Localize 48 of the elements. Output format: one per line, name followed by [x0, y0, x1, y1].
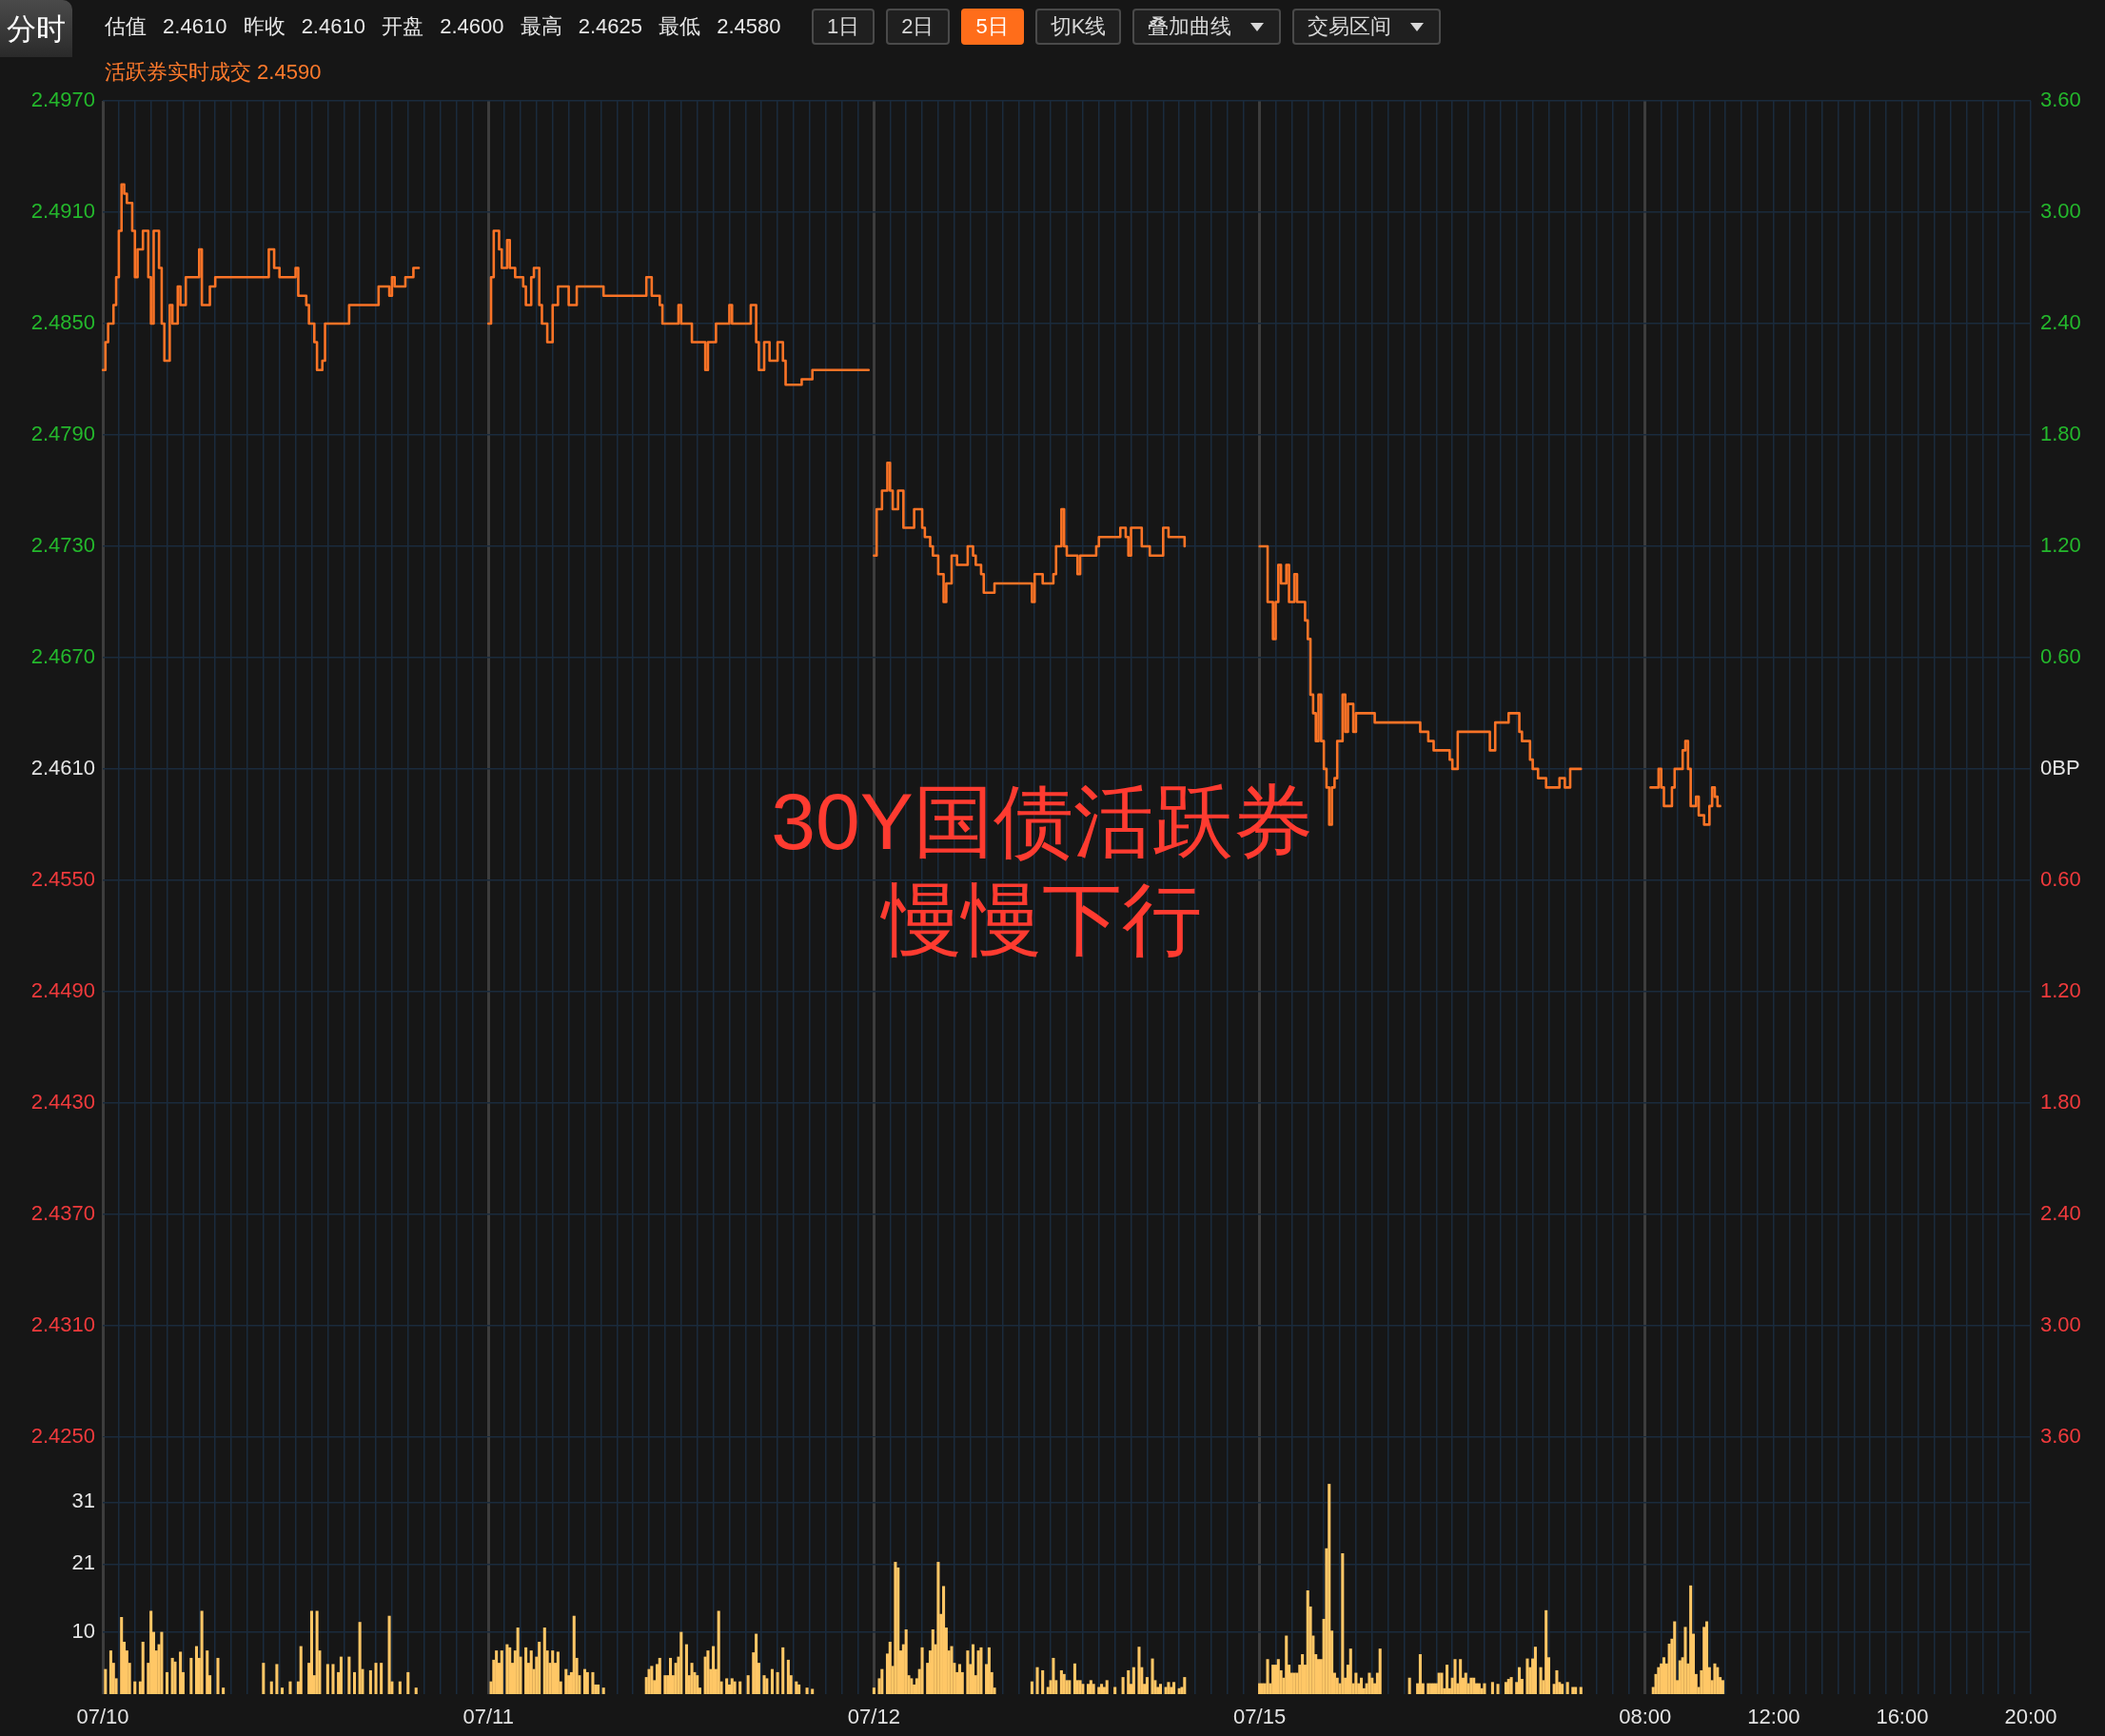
annotation: 30Y国债活跃券慢慢下行: [770, 776, 1314, 966]
x-tick-label: 20:00: [2004, 1705, 2057, 1729]
button: 切K线: [1034, 9, 1122, 45]
x-tick-label: 07/11: [462, 1705, 514, 1729]
y-tick-label: 2.4850: [30, 310, 95, 335]
y-tick-label: 2.4790: [30, 422, 95, 446]
x-tick-label: 16:00: [1876, 1705, 1929, 1729]
x-tick-label: 12:00: [1747, 1705, 1800, 1729]
y-tick-label: 2.4430: [30, 1089, 95, 1114]
y-tick-label: 31: [71, 1489, 95, 1513]
text: 活跃券实时成交 2.4590: [105, 60, 322, 85]
x-tick-label: 08:00: [1619, 1705, 1672, 1729]
y2-tick-label: 3.60: [2040, 1423, 2081, 1448]
y2-tick-label: 0BP: [2040, 755, 2080, 779]
y2-tick-label: 3.00: [2040, 199, 2081, 224]
y-tick-label: 2.4970: [30, 88, 95, 112]
button: 5日: [960, 9, 1024, 45]
chart-subtitle: 估值 2.4610 昨收 2.4610 开盘 2.4600 最高 2.4625 最低 2.4580: [105, 14, 781, 39]
y-tick-label: 2.4370: [30, 1200, 95, 1225]
y2-tick-label: 1.80: [2040, 422, 2081, 446]
y2-tick-label: 2.40: [2040, 310, 2081, 335]
y2-tick-label: 0.60: [2040, 643, 2081, 668]
y-tick-label: 10: [71, 1619, 95, 1643]
button: 1日: [812, 9, 875, 45]
tab: 分时: [0, 0, 72, 57]
y2-tick-label: 2.40: [2040, 1200, 2081, 1225]
y2-tick-label: 3.00: [2040, 1312, 2081, 1336]
chart-title: 分时: [7, 12, 66, 46]
button: 交易区间: [1292, 9, 1442, 45]
y-tick-label: 2.4490: [30, 977, 95, 1002]
y-tick-label: 2.4550: [30, 866, 95, 891]
y-tick-label: 2.4670: [30, 643, 95, 668]
x-tick-label: 07/12: [847, 1705, 900, 1729]
x-tick-label: 07/10: [76, 1705, 129, 1729]
y2-tick-label: 1.20: [2040, 533, 2081, 557]
y-tick-label: 21: [71, 1550, 95, 1575]
y-tick-label: 2.4910: [30, 199, 95, 224]
y-tick-label: 2.4730: [30, 533, 95, 557]
y-tick-label: 2.4610: [30, 755, 95, 779]
y2-tick-label: 1.80: [2040, 1089, 2081, 1114]
y2-tick-label: 0.60: [2040, 866, 2081, 891]
y-tick-label: 2.4310: [30, 1312, 95, 1336]
x-tick-label: 07/15: [1233, 1705, 1287, 1729]
y2-tick-label: 1.20: [2040, 977, 2081, 1002]
y-tick-label: 2.4250: [30, 1423, 95, 1448]
button: 叠加曲线: [1132, 9, 1282, 45]
button: 2日: [886, 9, 950, 45]
y2-tick-label: 3.60: [2040, 88, 2081, 112]
